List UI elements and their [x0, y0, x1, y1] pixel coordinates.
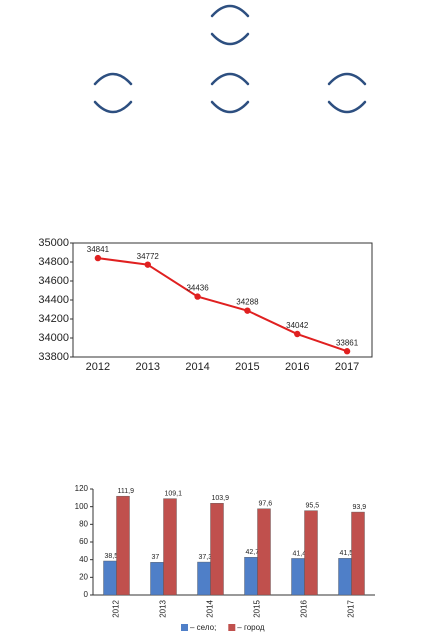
legend-swatch [181, 624, 188, 631]
data-label: 38,5 [105, 553, 119, 560]
x-tick-label: 2012 [112, 599, 121, 617]
x-tick-label: 2015 [235, 361, 259, 373]
x-tick-label: 2012 [86, 361, 110, 373]
point [94, 254, 102, 262]
data-label: 37,3 [199, 554, 213, 561]
y-tick-label: 60 [79, 537, 88, 546]
bar [163, 498, 177, 596]
bar [150, 562, 164, 596]
bar [351, 511, 365, 596]
legend-swatch [228, 624, 236, 631]
legend-label: – село; [190, 623, 216, 632]
arc [327, 100, 367, 114]
bar [291, 558, 305, 596]
y-tick-label: 35000 [38, 237, 69, 249]
data-label: 41,5 [340, 550, 354, 557]
y-tick-label: 34000 [38, 332, 69, 344]
x-tick-label: 2017 [347, 599, 356, 617]
bar [116, 495, 130, 596]
x-tick-label: 2013 [136, 361, 160, 373]
x-tick-label: 2014 [185, 361, 209, 373]
point [244, 307, 251, 314]
arc [327, 72, 367, 86]
y-tick-label: 0 [84, 590, 89, 599]
data-label: 34042 [286, 321, 309, 330]
y-tick-label: 34200 [38, 313, 69, 325]
arc [210, 100, 250, 114]
decoration [93, 4, 367, 114]
data-label: 34772 [137, 252, 160, 261]
y-tick-label: 34800 [38, 256, 69, 268]
bar [244, 557, 258, 596]
y-tick-label: 33800 [38, 351, 69, 363]
data-label: 42,7 [246, 549, 260, 556]
data-label: 33861 [336, 338, 359, 347]
arc [93, 100, 133, 114]
data-label: 95,5 [306, 502, 320, 509]
bar [210, 503, 224, 596]
point [343, 348, 351, 355]
data-label: 37 [152, 554, 160, 561]
bar [304, 510, 318, 596]
y-tick-label: 40 [79, 555, 88, 564]
y-tick-label: 34600 [38, 275, 69, 287]
y-tick-label: 34400 [38, 294, 69, 306]
bar [338, 558, 352, 596]
arc [93, 72, 133, 86]
legend-label: – город [237, 623, 265, 632]
y-tick-label: 20 [79, 572, 88, 581]
bar [257, 508, 271, 596]
point [294, 330, 301, 338]
y-tick-label: 80 [79, 519, 88, 528]
x-tick-label: 2016 [300, 599, 309, 617]
data-label: 34288 [236, 298, 259, 307]
x-tick-label: 2013 [159, 599, 168, 617]
x-tick-label: 2015 [253, 599, 262, 617]
data-label: 109,1 [165, 490, 183, 497]
data-label: 103,9 [212, 495, 230, 502]
data-label: 41,4 [293, 550, 307, 557]
x-tick-label: 2014 [206, 599, 215, 617]
data-label: 34841 [87, 245, 110, 254]
data-label: 93,9 [353, 504, 367, 511]
line [97, 257, 348, 353]
arc [210, 32, 250, 46]
x-tick-label: 2017 [335, 361, 359, 373]
point [144, 261, 151, 268]
x-tick-label: 2016 [285, 361, 309, 373]
arc [210, 4, 250, 18]
bar [197, 561, 211, 596]
bar [103, 560, 117, 596]
arc [210, 72, 250, 86]
data-label: 97,6 [259, 501, 273, 508]
y-tick-label: 100 [75, 502, 89, 511]
data-label: 111,9 [118, 488, 135, 495]
point [194, 293, 201, 300]
y-tick-label: 120 [75, 484, 89, 493]
data-label: 34436 [186, 284, 209, 293]
